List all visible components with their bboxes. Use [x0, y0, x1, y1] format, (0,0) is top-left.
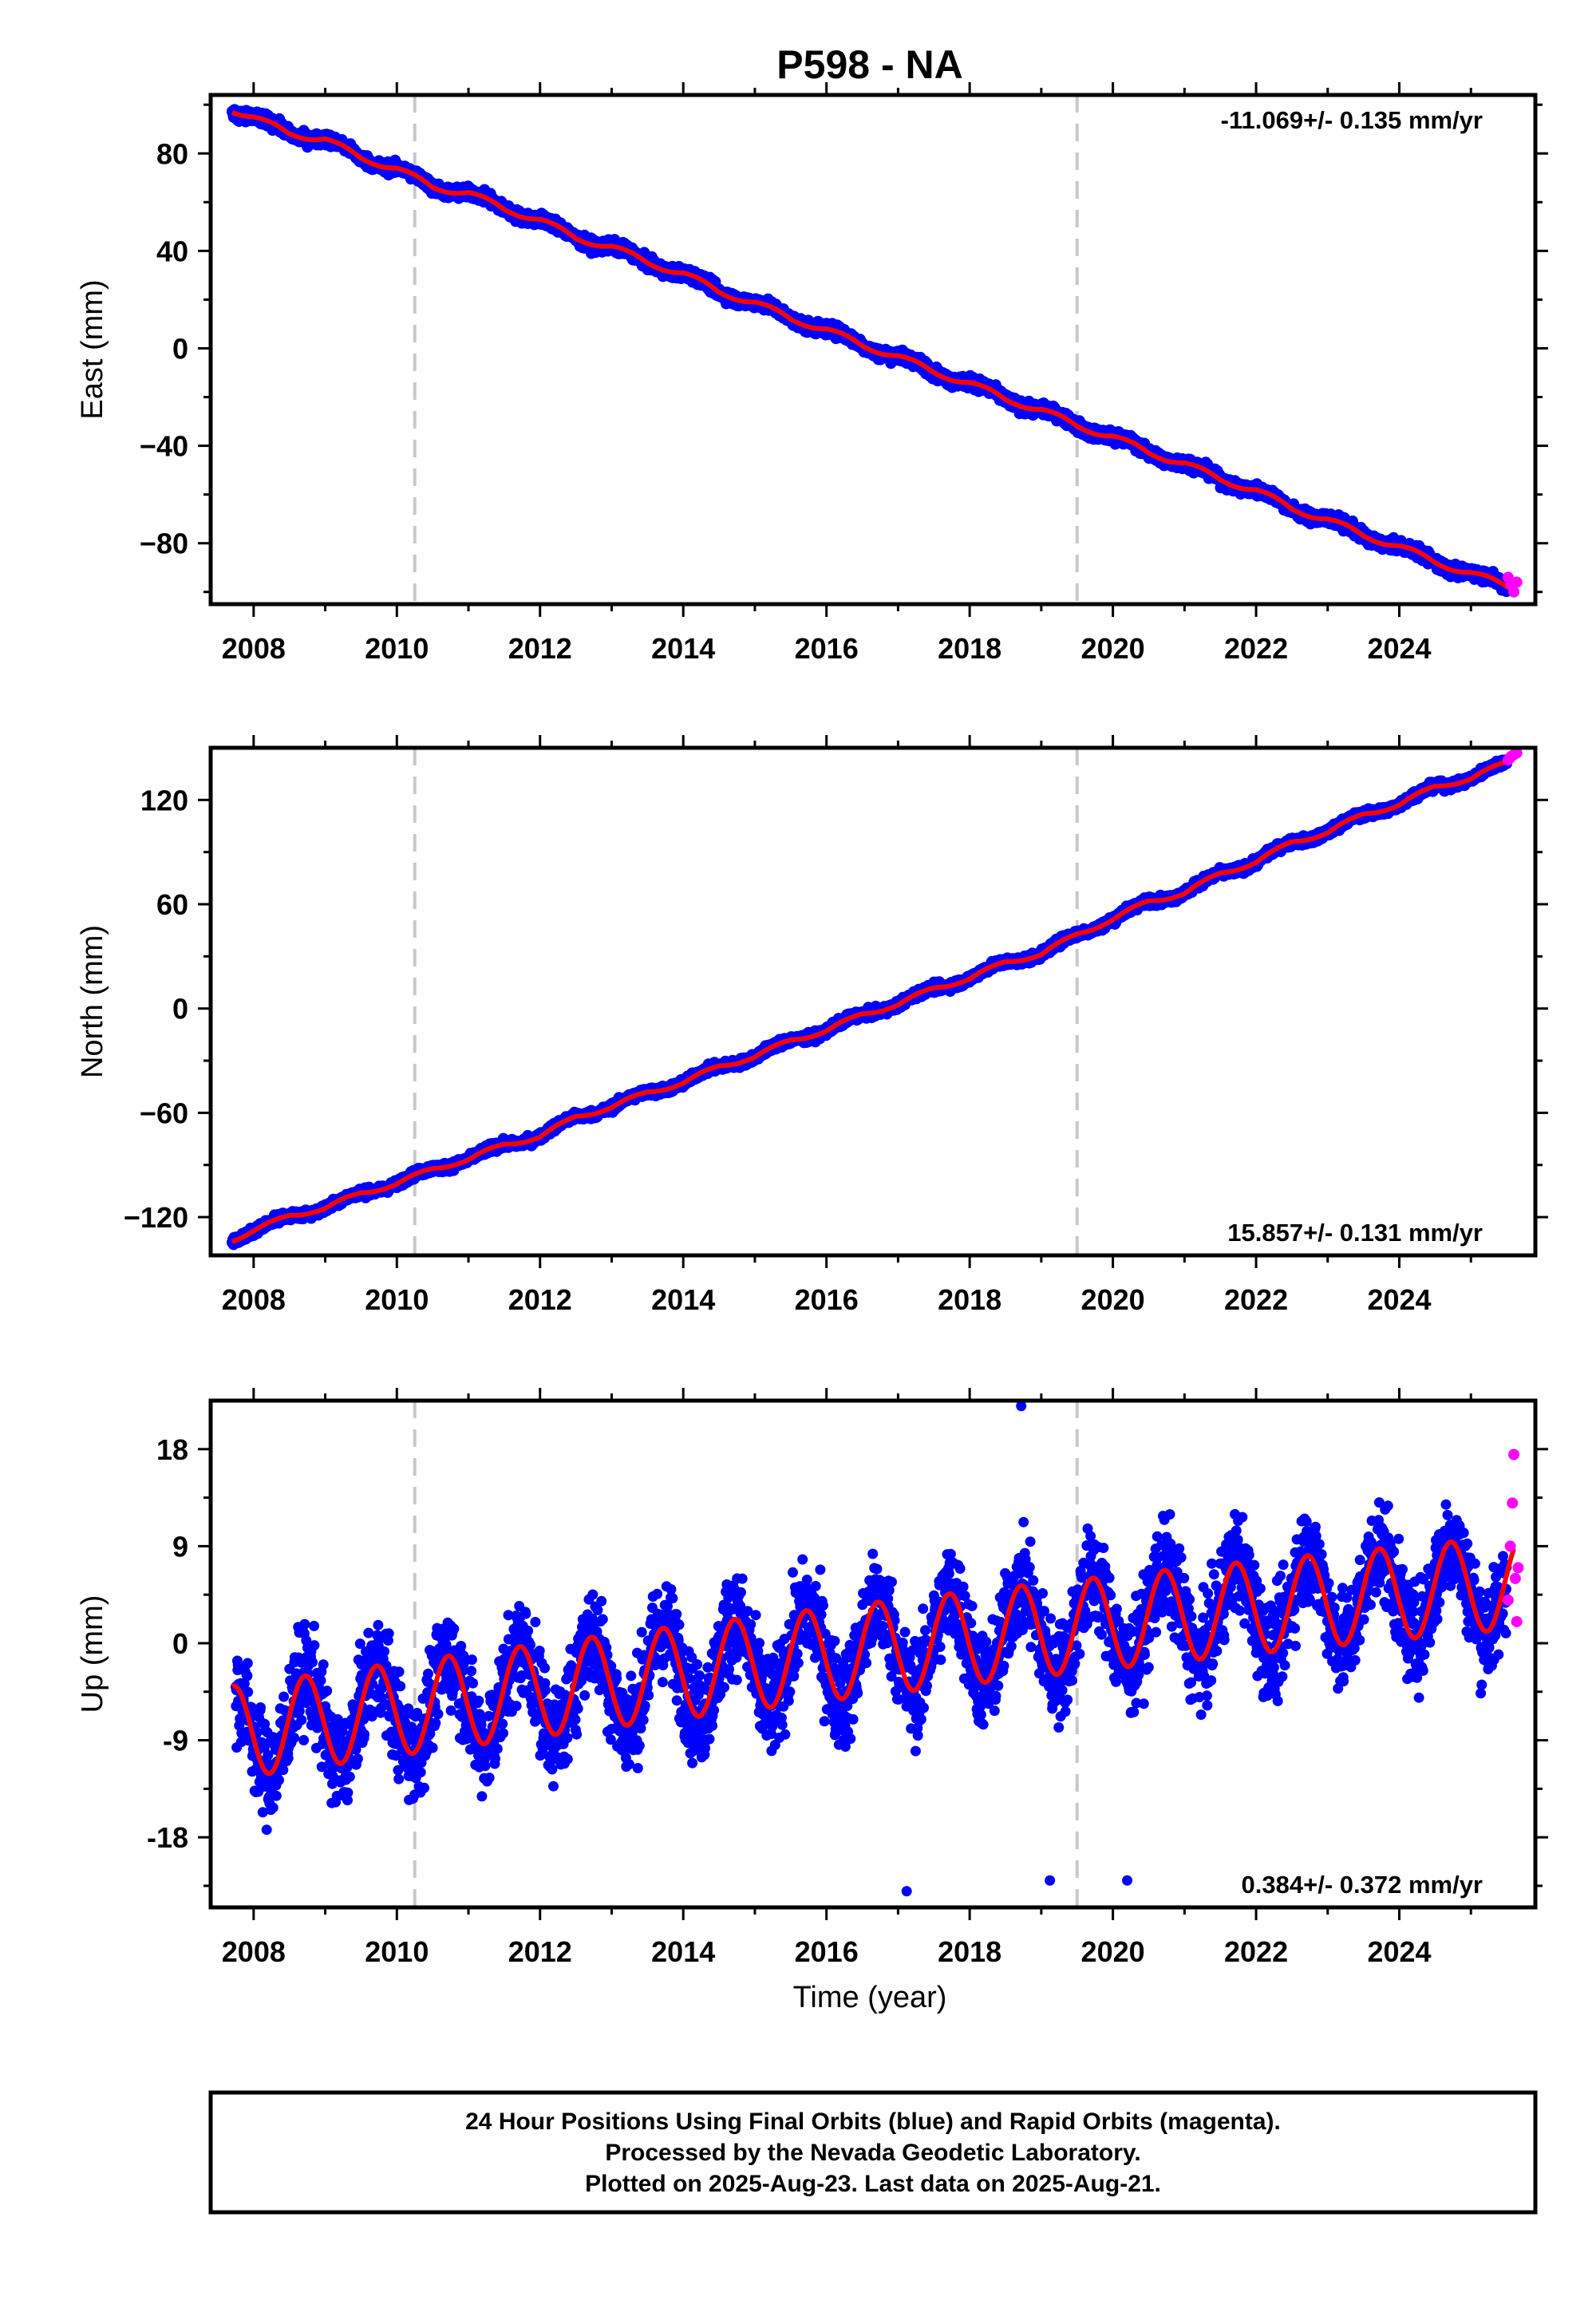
rapid-orbit-point	[1508, 586, 1520, 598]
y-tick-label: 0	[172, 332, 188, 365]
x-tick-label: 2014	[651, 632, 715, 665]
figure-title: P598 - NA	[776, 42, 962, 87]
y-tick-label: 40	[156, 235, 188, 267]
plot-area	[226, 95, 1523, 604]
y-tick-label: 80	[156, 137, 188, 170]
x-tick-label: 2018	[938, 632, 1001, 665]
x-tick-label: 2020	[1081, 632, 1145, 665]
x-tick-label: 2008	[222, 632, 286, 665]
east-panel: 2008 2010 2012 2014 2016 2018 2020 2022 2024 −80 −…	[76, 82, 1548, 665]
x-tick-label: 2016	[795, 632, 859, 665]
x-tick-label: 2022	[1224, 632, 1288, 665]
x-tick-label: 2012	[508, 632, 572, 665]
y-tick-label: −80	[140, 528, 188, 560]
x-tick-label: 2024	[1367, 632, 1431, 665]
rapid-orbit-point	[1511, 576, 1523, 588]
y-axis-label: East (mm)	[76, 279, 109, 419]
x-tick-label: 2010	[365, 632, 429, 665]
velocity-label: -11.069+/- 0.135 mm/yr	[1221, 106, 1483, 134]
y-tick-label: −40	[140, 430, 188, 463]
